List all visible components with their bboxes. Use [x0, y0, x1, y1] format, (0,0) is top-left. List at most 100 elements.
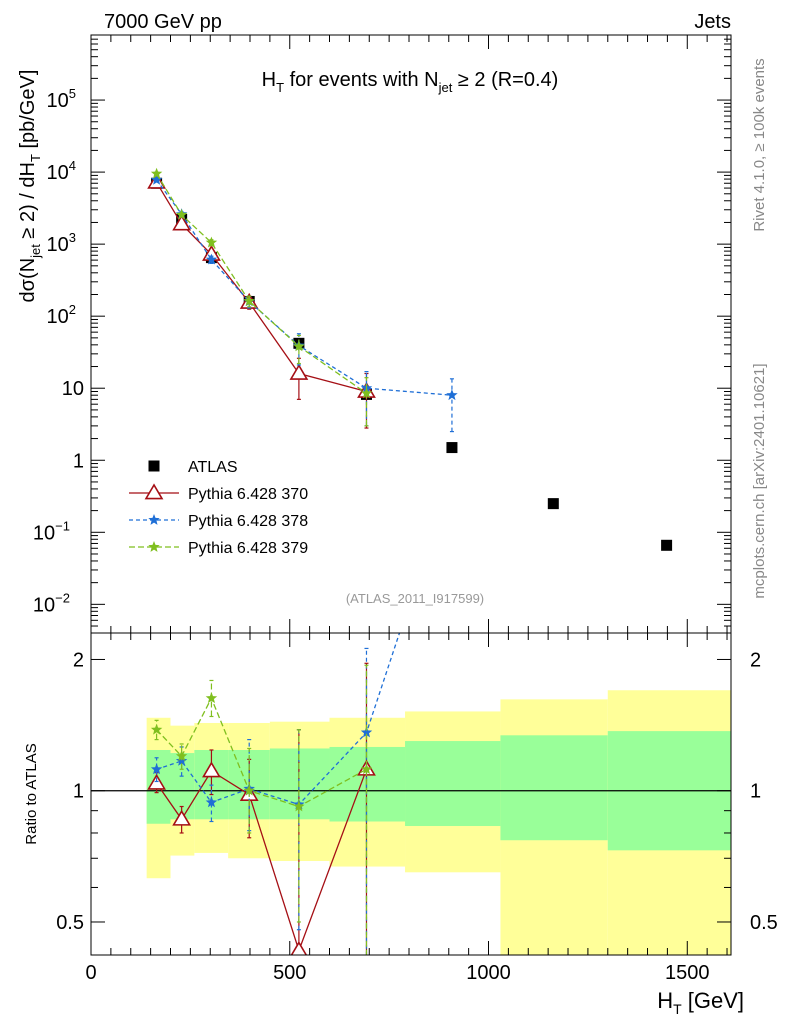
main-point-0-7 [547, 498, 559, 510]
ratio-ytick-label-left-1: 1 [73, 781, 84, 803]
main-point-1-1 [172, 214, 192, 231]
header-right: Jets [694, 11, 731, 33]
main-ytick-base-6: 10 [47, 162, 69, 184]
main-ytick-label-7: 105 [47, 86, 76, 112]
x-tick-label-3: 1500 [665, 962, 710, 984]
ratio-point-2-0 [150, 723, 163, 735]
main-ytick-label-1: 10−1 [33, 518, 70, 544]
legend-entry-3: Pythia 6.428 379 [129, 540, 308, 557]
ratio-ytick-label-right-0: 0.5 [750, 912, 778, 934]
main-series-2 [150, 173, 458, 433]
ratio-y-axis-label: Ratio to ATLAS [23, 743, 40, 844]
header-left: 7000 GeV pp [104, 11, 222, 33]
ratio-point-0-2 [202, 761, 221, 778]
ratio-point-2-5 [360, 763, 373, 775]
main-ytick-exp-4: 2 [69, 302, 76, 317]
ratio-point-0-1 [172, 809, 192, 826]
main-ytick-label-2: 1 [73, 450, 84, 472]
y-axis-label: dσ(Njet ≥ 2) / dHT [pb/GeV] [17, 70, 43, 303]
ratio-frame [90, 632, 732, 956]
legend-marker-1 [144, 483, 164, 500]
ratio-plot-layer [91, 633, 731, 955]
main-series-group [147, 167, 673, 551]
ratio-panel: 0.5 0.5 1 1 2 2 0 500 1000 1500 Ratio to ATLAS HT… [23, 632, 778, 1017]
main-plot-layer [147, 167, 673, 551]
main-point-3-2 [205, 236, 218, 248]
ratio-point-1-0 [150, 763, 163, 775]
ratio-point-1-1 [175, 755, 188, 766]
main-point-0-8 [661, 539, 673, 551]
main-line-2 [156, 179, 452, 396]
ratio-band-green-5 [329, 746, 406, 822]
main-point-0-6 [446, 442, 458, 454]
main-ytick-base-5: 10 [47, 234, 69, 256]
main-ytick-label-4: 102 [47, 302, 76, 328]
main-point-3-0 [150, 167, 163, 179]
main-line-3 [156, 173, 367, 394]
main-ytick-base-2: 1 [73, 450, 84, 472]
chart-title: HT for events with Njet ≥ 2 (R=0.4) [262, 69, 559, 95]
ratio-ytick-label-right-2: 2 [750, 649, 761, 671]
main-series-3 [150, 167, 373, 427]
main-point-3-1 [175, 208, 188, 220]
main-frame [90, 34, 732, 634]
analysis-id: (ATLAS_2011_I917599) [346, 591, 484, 606]
main-ytick-label-0: 10−2 [33, 590, 70, 616]
ratio-point-1-2 [205, 796, 218, 808]
main-ytick-base-1: 10 [33, 522, 55, 544]
main-ytick-exp-6: 4 [69, 158, 76, 173]
main-ytick-base-0: 10 [33, 594, 55, 616]
main-ytick-exp-1: −1 [55, 518, 70, 533]
main-ytick-label-3: 10 [62, 378, 84, 400]
main-point-3-4 [293, 340, 305, 352]
legend-label-0: ATLAS [188, 459, 238, 476]
main-point-2-2 [205, 253, 218, 265]
ratio-point-2-3 [243, 784, 255, 796]
ratio-ytick-label-left-0: 0.5 [56, 912, 84, 934]
ratio-point-2-1 [175, 750, 188, 762]
legend: ATLAS Pythia 6.428 370 Pythia 6.428 378 Pyt… [129, 459, 308, 557]
main-ytick-base-3: 10 [62, 378, 84, 400]
main-point-2-0 [150, 173, 163, 185]
ratio-line-0 [156, 769, 368, 953]
main-point-1-4 [289, 363, 309, 380]
ratio-series-2 [150, 664, 373, 955]
main-ytick-exp-5: 3 [69, 230, 76, 245]
ratio-series-group [91, 633, 731, 955]
x-tick-label-1: 500 [273, 962, 306, 984]
legend-label-1: Pythia 6.428 370 [188, 486, 308, 503]
main-ytick-exp-7: 5 [69, 86, 76, 101]
legend-marker-2 [148, 514, 160, 525]
main-ytick-label-6: 104 [47, 158, 76, 184]
main-ytick-base-4: 10 [47, 306, 69, 328]
ratio-line-2 [156, 696, 367, 808]
ratio-band-green-7 [500, 735, 608, 841]
main-ytick-label-5: 103 [47, 230, 76, 256]
ratio-band-green-6 [405, 741, 501, 827]
legend-entry-1: Pythia 6.428 370 [129, 483, 308, 503]
ratio-ytick-label-left-2: 2 [73, 649, 84, 671]
main-point-3-3 [243, 295, 255, 306]
main-point-2-6 [446, 389, 458, 401]
main-ytick-base-7: 10 [47, 90, 69, 112]
x-axis-label: HT [GeV] [657, 988, 744, 1017]
ratio-point-1-5 [360, 726, 373, 738]
ratio-axes: 0.5 0.5 1 1 2 2 0 500 1000 1500 [56, 633, 778, 984]
legend-label-3: Pythia 6.428 379 [188, 540, 308, 557]
ratio-point-0-4 [290, 940, 308, 955]
x-tick-label-0: 0 [85, 962, 96, 984]
ratio-point-2-2 [205, 692, 218, 704]
ratio-point-0-0 [147, 773, 166, 790]
ratio-ytick-label-right-1: 1 [750, 781, 761, 803]
side-label-bottom: mcplots.cern.ch [arXiv:2401.10621] [751, 363, 768, 598]
legend-entry-2: Pythia 6.428 378 [129, 513, 308, 530]
x-tick-label-2: 1000 [466, 962, 511, 984]
ratio-point-2-4 [293, 800, 305, 812]
legend-marker-0 [148, 460, 160, 472]
main-point-3-5 [360, 387, 373, 399]
legend-marker-3 [148, 541, 160, 552]
main-ytick-exp-0: −2 [55, 590, 70, 605]
